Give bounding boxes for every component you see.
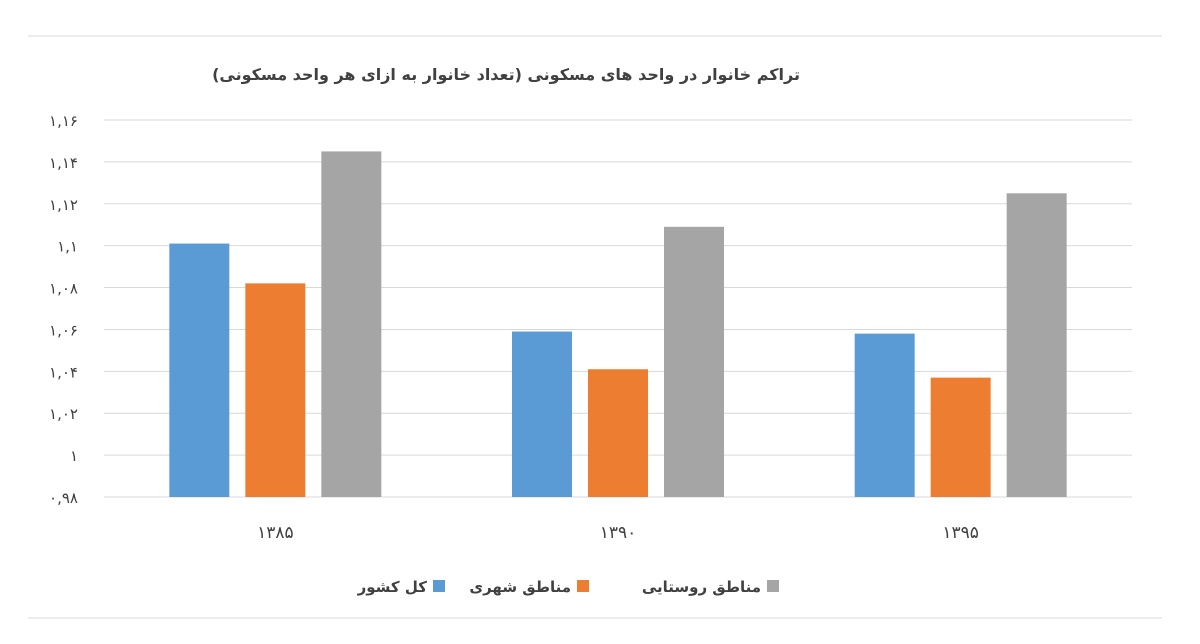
legend-label: مناطق روستایی bbox=[642, 578, 761, 596]
bar bbox=[245, 283, 306, 497]
bar bbox=[930, 377, 991, 497]
y-tick-label: ۱,۰۶ bbox=[49, 321, 78, 339]
y-tick-label: ۰,۹۸ bbox=[49, 489, 78, 507]
bar bbox=[169, 243, 230, 497]
bar bbox=[1006, 193, 1067, 498]
legend-swatch bbox=[577, 580, 589, 592]
legend-label: مناطق شهری bbox=[469, 578, 571, 596]
legend-label: کل کشور bbox=[357, 578, 428, 596]
y-tick-label: ۱,۰۸ bbox=[49, 280, 78, 298]
y-tick-label: ۱,۱۴ bbox=[49, 154, 78, 172]
legend-swatch bbox=[767, 580, 779, 592]
bar bbox=[512, 331, 572, 497]
legend-swatch bbox=[433, 580, 445, 592]
bars bbox=[169, 151, 1067, 498]
y-tick-label: ۱,۰۴ bbox=[49, 363, 78, 381]
bar bbox=[588, 369, 648, 497]
y-tick-label: ۱,۱۲ bbox=[49, 196, 78, 214]
y-axis-tick-labels: ۰,۹۸ ۱ ۱,۰۲ ۱,۰۴ ۱,۰۶ ۱,۰۸ ۱,۱ ۱,۱۲ ۱,۱۴ ۱,۱۶ bbox=[49, 112, 78, 507]
x-tick-label: ۱۳۸۵ bbox=[257, 523, 294, 543]
x-axis-tick-labels: ۱۳۸۵ ۱۳۹۰ ۱۳۹۵ bbox=[257, 523, 979, 543]
bar bbox=[664, 226, 724, 498]
y-tick-label: ۱,۱۶ bbox=[49, 112, 78, 130]
bar bbox=[321, 151, 382, 497]
x-tick-label: ۱۳۹۵ bbox=[942, 523, 979, 543]
y-tick-label: ۱,۰۲ bbox=[49, 405, 78, 423]
legend: کل کشور مناطق شهری مناطق روستایی bbox=[357, 578, 779, 596]
bar bbox=[854, 333, 915, 497]
chart-title: تراکم خانوار در واحد های مسکونی (تعداد خ… bbox=[212, 65, 800, 84]
y-tick-label: ۱,۱ bbox=[57, 238, 78, 256]
x-tick-label: ۱۳۹۰ bbox=[600, 523, 637, 543]
y-tick-label: ۱ bbox=[70, 447, 78, 465]
